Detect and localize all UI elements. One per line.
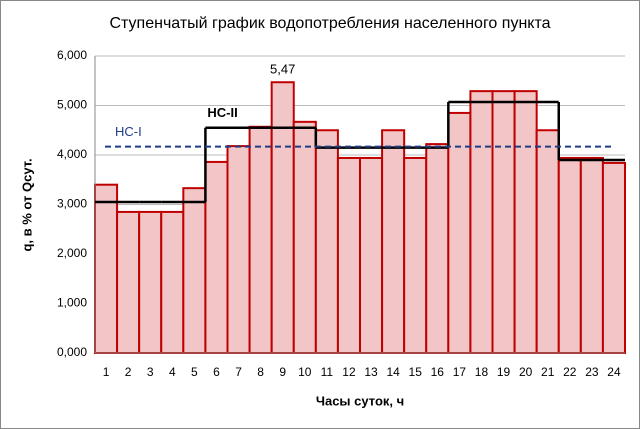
bar xyxy=(138,210,163,354)
x-tick-label: 9 xyxy=(279,365,286,379)
x-tick-label: 14 xyxy=(386,365,400,379)
bar xyxy=(579,156,604,354)
x-tick-label: 18 xyxy=(475,365,489,379)
x-tick-label: 6 xyxy=(213,365,220,379)
data-label: 5,47 xyxy=(270,62,295,77)
bar xyxy=(270,81,295,355)
bar xyxy=(116,210,141,354)
bar xyxy=(469,90,494,355)
bar xyxy=(248,125,273,354)
x-tick-label: 21 xyxy=(541,365,555,379)
bar xyxy=(204,160,229,354)
x-tick-label: 19 xyxy=(497,365,511,379)
x-tick-label: 13 xyxy=(364,365,378,379)
y-tick-label: 2,000 xyxy=(57,246,87,260)
x-tick-label: 12 xyxy=(342,365,356,379)
bar xyxy=(226,145,251,354)
y-tick-label: 6,000 xyxy=(57,48,87,62)
x-tick-label: 5 xyxy=(191,365,198,379)
x-tick-label: 23 xyxy=(585,365,599,379)
bar xyxy=(182,187,207,354)
y-axis-label: q, в % от Qсут. xyxy=(19,158,34,251)
bar xyxy=(535,129,560,354)
x-tick-label: 8 xyxy=(257,365,264,379)
x-tick-label: 1 xyxy=(103,365,110,379)
bar xyxy=(359,156,384,354)
bar xyxy=(336,156,361,354)
bar xyxy=(403,156,428,354)
y-tick-label: 5,000 xyxy=(57,98,87,112)
bar xyxy=(314,129,339,354)
line-label: НС-I xyxy=(115,124,142,139)
y-tick-label: 3,000 xyxy=(57,197,87,211)
bar xyxy=(292,120,317,354)
x-tick-label: 10 xyxy=(298,365,312,379)
bar xyxy=(491,90,516,355)
bar xyxy=(94,183,119,354)
bar xyxy=(601,161,627,354)
x-tick-label: 24 xyxy=(607,365,621,379)
x-tick-label: 17 xyxy=(453,365,467,379)
x-axis-label: Часы суток, ч xyxy=(316,393,404,408)
x-tick-label: 7 xyxy=(235,365,242,379)
bar xyxy=(557,156,582,354)
bar xyxy=(513,90,538,355)
y-tick-label: 4,000 xyxy=(57,147,87,161)
y-tick-label: 1,000 xyxy=(57,296,87,310)
x-tick-label: 22 xyxy=(563,365,577,379)
x-tick-label: 4 xyxy=(169,365,176,379)
x-tick-label: 3 xyxy=(147,365,154,379)
bar xyxy=(160,210,185,354)
bar xyxy=(425,143,450,354)
x-tick-label: 11 xyxy=(321,365,334,379)
x-tick-label: 2 xyxy=(125,365,132,379)
line-label: НС-II xyxy=(207,105,237,120)
x-tick-label: 15 xyxy=(409,365,423,379)
x-tick-label: 20 xyxy=(519,365,533,379)
bar xyxy=(447,111,472,354)
y-tick-label: 0,000 xyxy=(57,345,87,359)
x-tick-label: 16 xyxy=(431,365,445,379)
chart-title: Ступенчатый график водопотребления насел… xyxy=(109,15,550,32)
bar xyxy=(381,129,406,354)
